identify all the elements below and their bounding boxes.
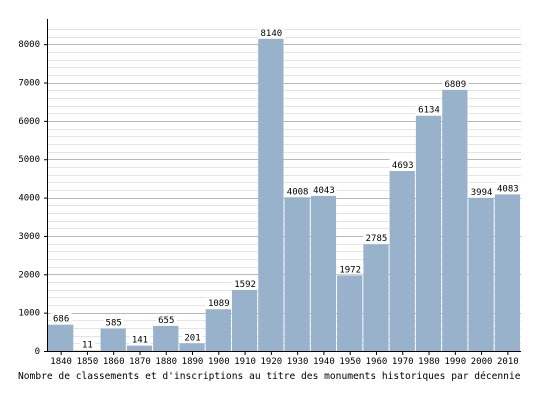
data-label-1850: 11 (82, 341, 93, 351)
x-tick-label-1910: 1910 (234, 357, 256, 367)
bar-1920 (258, 38, 284, 352)
data-label-bg-1900 (205, 297, 233, 309)
x-tick-label-1960: 1960 (366, 357, 388, 367)
data-label-bg-1980 (415, 103, 443, 115)
data-label-1840: 686 (53, 315, 69, 325)
x-tick-label-1890: 1890 (182, 357, 204, 367)
axes (47, 19, 521, 352)
data-label-bg-1940 (310, 183, 338, 195)
bar-1900 (205, 309, 231, 351)
bar-1950 (337, 275, 363, 351)
bars (48, 38, 520, 352)
data-label-1980: 6134 (418, 106, 440, 116)
data-label-1930: 4008 (287, 187, 309, 197)
data-label-1870: 141 (132, 336, 148, 346)
data-label-bg-2010 (494, 182, 522, 194)
x-tick-labels: 1840 1850 1860 1870 1880 1890 1900 1910 1920 1930… (50, 351, 519, 367)
x-tick-label-1870: 1870 (129, 357, 151, 367)
data-label-bg-1930 (284, 185, 311, 197)
y-tick-label-8000: 8000 (18, 40, 40, 50)
data-label-bg-1910 (231, 277, 259, 289)
y-tick-label-7000: 7000 (18, 79, 40, 89)
data-label-1960: 2785 (366, 234, 388, 244)
y-tick-label-6000: 6000 (18, 117, 40, 127)
y-tick-label-2000: 2000 (18, 270, 40, 280)
x-tick-label-1950: 1950 (339, 357, 361, 367)
bar-1850 (74, 350, 100, 352)
x-tick-label-1850: 1850 (77, 357, 99, 367)
bar-1960 (363, 244, 389, 351)
bar-1990 (442, 89, 468, 351)
data-label-bg-1970 (389, 159, 416, 171)
x-tick-label-1880: 1880 (155, 357, 177, 367)
data-label-1910: 1592 (234, 280, 256, 290)
bar-1860 (100, 328, 126, 351)
data-label-1920: 8140 (261, 29, 283, 39)
bar-1890 (179, 343, 205, 351)
data-label-bg-1880 (155, 313, 177, 325)
x-tick-label-1840: 1840 (50, 357, 72, 367)
data-labels: 686 11 585 141 655 201 1089 1592 8140 4008 4043 197… (50, 26, 522, 351)
y-tick-labels: 0 1000 2000 3000 4000 5000 6000 7000 8000 (18, 40, 48, 357)
data-label-2010: 4083 (497, 184, 519, 194)
y-tick-label-3000: 3000 (18, 232, 40, 242)
x-tick-label-1900: 1900 (208, 357, 230, 367)
x-tick-label-1980: 1980 (418, 357, 440, 367)
data-label-bg-1890 (182, 331, 203, 343)
bar-1870 (126, 345, 153, 351)
data-label-bg-1920 (258, 26, 285, 38)
data-label-bg-1990 (442, 77, 469, 89)
data-label-1890: 201 (184, 333, 200, 343)
data-label-1990: 6809 (444, 80, 466, 90)
y-tick-label-5000: 5000 (18, 155, 40, 165)
data-label-bg-1850 (79, 338, 96, 350)
y-tick-label-1000: 1000 (18, 309, 40, 319)
x-tick-label-1970: 1970 (392, 357, 414, 367)
x-tick-label-1940: 1940 (313, 357, 335, 367)
bar-1970 (389, 171, 415, 351)
data-label-bg-1950 (336, 263, 364, 275)
x-tick-label-1920: 1920 (261, 357, 283, 367)
bar-2000 (468, 197, 494, 351)
data-label-1940: 4043 (313, 186, 335, 196)
bar-1940 (310, 195, 337, 351)
data-label-1900: 1089 (208, 299, 230, 309)
x-tick-label-1930: 1930 (287, 357, 309, 367)
data-label-bg-1840 (50, 312, 72, 324)
data-label-1970: 4693 (392, 161, 414, 171)
bar-1980 (415, 115, 442, 352)
data-label-bg-2000 (468, 185, 495, 197)
y-tick-label-0: 0 (35, 347, 40, 357)
y-tick-label-4000: 4000 (18, 194, 40, 204)
bar-1880 (153, 325, 179, 351)
bar-1910 (231, 289, 258, 351)
x-tick-label-1990: 1990 (444, 357, 466, 367)
x-tick-label-2000: 2000 (471, 357, 493, 367)
data-label-1880: 655 (158, 316, 174, 326)
data-label-1860: 585 (106, 319, 122, 329)
data-label-bg-1860 (103, 316, 125, 328)
data-label-1950: 1972 (339, 265, 361, 275)
x-tick-label-2010: 2010 (497, 357, 519, 367)
x-tick-label-1860: 1860 (103, 357, 125, 367)
bar-2010 (494, 194, 520, 351)
bar-1930 (284, 197, 310, 351)
data-label-2000: 3994 (471, 188, 493, 198)
bar-1840 (48, 324, 74, 351)
data-label-bg-1870 (129, 333, 151, 345)
x-axis-title: Nombre de classements et d'inscriptions … (18, 371, 521, 382)
data-label-bg-1960 (363, 232, 390, 244)
